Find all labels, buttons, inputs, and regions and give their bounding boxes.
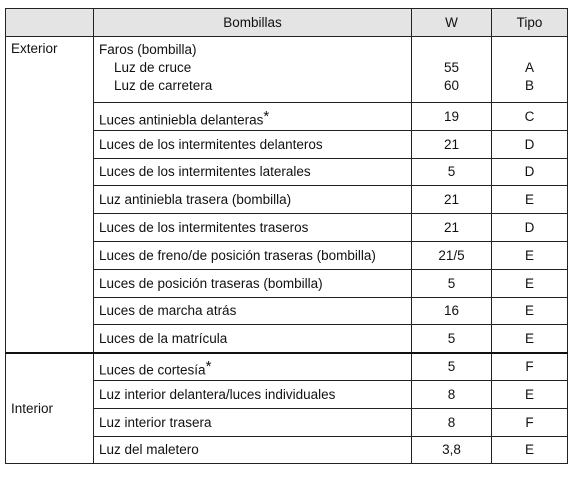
- sub-bulb-label: Luz de carretera: [114, 78, 213, 93]
- type: D: [491, 157, 568, 187]
- bulb-cell: Luz antiniebla trasera (bombilla): [93, 185, 412, 215]
- watt-cell: 55 60: [411, 36, 492, 103]
- bulb-label: Luces de posición traseras (bombilla): [99, 275, 323, 291]
- row: Luces antiniebla delanteras* 19 C: [6, 102, 568, 131]
- bulb-label: Luz interior delantera/luces individuale…: [99, 386, 336, 402]
- watt: 21: [411, 213, 492, 242]
- bulb-label: Luces de la matrícula: [99, 331, 228, 347]
- bulb-cell: Luces de los intermitentes laterales: [93, 157, 412, 187]
- footnote-mark: *: [205, 358, 212, 376]
- row: Luz del maletero 3,8 E: [6, 435, 568, 465]
- type: E: [491, 240, 568, 270]
- header-cell: W: [411, 8, 492, 37]
- row: Luz interior trasera 8 F: [6, 407, 568, 437]
- bulb-label: Luz interior trasera: [99, 414, 212, 430]
- bulb-label: Luces de cortesía: [99, 362, 206, 378]
- type: E: [491, 324, 568, 354]
- bulb-cell: Luces de los intermitentes traseros: [93, 213, 412, 242]
- group-label: Interior: [5, 351, 94, 465]
- bulb-table: Bombillas W Tipo Exterior Faros (bombilla…: [5, 8, 568, 465]
- type: D: [491, 129, 568, 159]
- footnote-mark: *: [263, 107, 270, 125]
- type: F: [491, 407, 568, 437]
- bulb-cell: Luz del maletero: [93, 435, 412, 465]
- row: Luces de marcha atrás 16 E: [6, 296, 568, 326]
- watt: 8: [411, 379, 492, 409]
- bulb-label: Luces de marcha atrás: [99, 303, 237, 319]
- row: Exterior Faros (bombilla) Luz de cruce Luz …: [5, 35, 568, 354]
- watt: 8: [411, 407, 492, 437]
- watt: 5: [411, 324, 492, 354]
- watt: 21/5: [411, 240, 492, 270]
- group-label: Exterior: [5, 35, 94, 354]
- row: Luces de freno/de posición traseras (bom…: [6, 240, 568, 270]
- type: F: [491, 351, 568, 381]
- watt: 5: [411, 157, 492, 187]
- bulb-cell: Luz interior trasera: [93, 407, 412, 437]
- header-cell: [5, 8, 94, 37]
- type: E: [491, 379, 568, 409]
- spacer: [497, 41, 562, 59]
- row: Luz antiniebla trasera (bombilla) 21 E: [6, 185, 568, 215]
- bulb-cell: Luces antiniebla delanteras*: [93, 102, 412, 131]
- row: Luces de los intermitentes delanteros 21 D: [6, 129, 568, 159]
- watt: 21: [411, 185, 492, 215]
- type: C: [491, 102, 568, 131]
- type: D: [491, 213, 568, 242]
- bulb-label: Luz del maletero: [99, 442, 199, 458]
- bulb-cell: Faros (bombilla) Luz de cruce Luz de carre…: [93, 36, 412, 103]
- watt: 16: [411, 296, 492, 326]
- watt: 55: [443, 60, 460, 75]
- type: E: [491, 268, 568, 298]
- bulb-cell: Luces de posición traseras (bombilla): [93, 268, 412, 298]
- watt: 21: [411, 129, 492, 159]
- type: A: [524, 60, 534, 75]
- type: E: [491, 435, 568, 465]
- bulb-cell: Luces de freno/de posición traseras (bom…: [93, 240, 412, 270]
- type: B: [524, 78, 534, 93]
- bulb-cell: Luz interior delantera/luces individuale…: [93, 379, 412, 409]
- row: Luces de los intermitentes laterales 5 D: [6, 157, 568, 187]
- table-body: Exterior Faros (bombilla) Luz de cruce Luz …: [5, 35, 568, 465]
- bulb-cell: Luces de los intermitentes delanteros: [93, 129, 412, 159]
- header-cell: Bombillas: [93, 8, 412, 37]
- row: Luces de posición traseras (bombilla) 5 E: [6, 268, 568, 298]
- watt: 5: [411, 268, 492, 298]
- type: E: [491, 185, 568, 215]
- watt: 19: [411, 102, 492, 131]
- bulb-label: Luces de los intermitentes laterales: [99, 164, 311, 180]
- bulb-cell: Luces de cortesía*: [93, 351, 412, 381]
- bulb-label: Luces antiniebla delanteras: [99, 112, 264, 128]
- row: Interior Luces de cortesía* 5 F: [5, 351, 568, 465]
- bulb-label: Luces de los intermitentes traseros: [99, 220, 309, 236]
- bulb-cell: Luces de la matrícula: [93, 324, 412, 354]
- sub-bulb-label: Luz de cruce: [114, 60, 192, 75]
- watt: 5: [411, 351, 492, 381]
- bulb-label: Luz antiniebla trasera (bombilla): [99, 192, 292, 208]
- bulb-label: Luces de freno/de posición traseras (bom…: [99, 247, 376, 263]
- spacer: [417, 41, 486, 59]
- watt: 3,8: [411, 435, 492, 465]
- bulb-label: Luces de los intermitentes delanteros: [99, 136, 323, 152]
- header-cell: Tipo: [491, 8, 568, 37]
- type: E: [491, 296, 568, 326]
- row: Luces de los intermitentes traseros 21 D: [6, 213, 568, 242]
- watt: 60: [443, 78, 460, 93]
- header-row: Bombillas W Tipo: [5, 8, 568, 37]
- bulb-cell: Luces de marcha atrás: [93, 296, 412, 326]
- bulb-label: Faros (bombilla): [99, 42, 197, 57]
